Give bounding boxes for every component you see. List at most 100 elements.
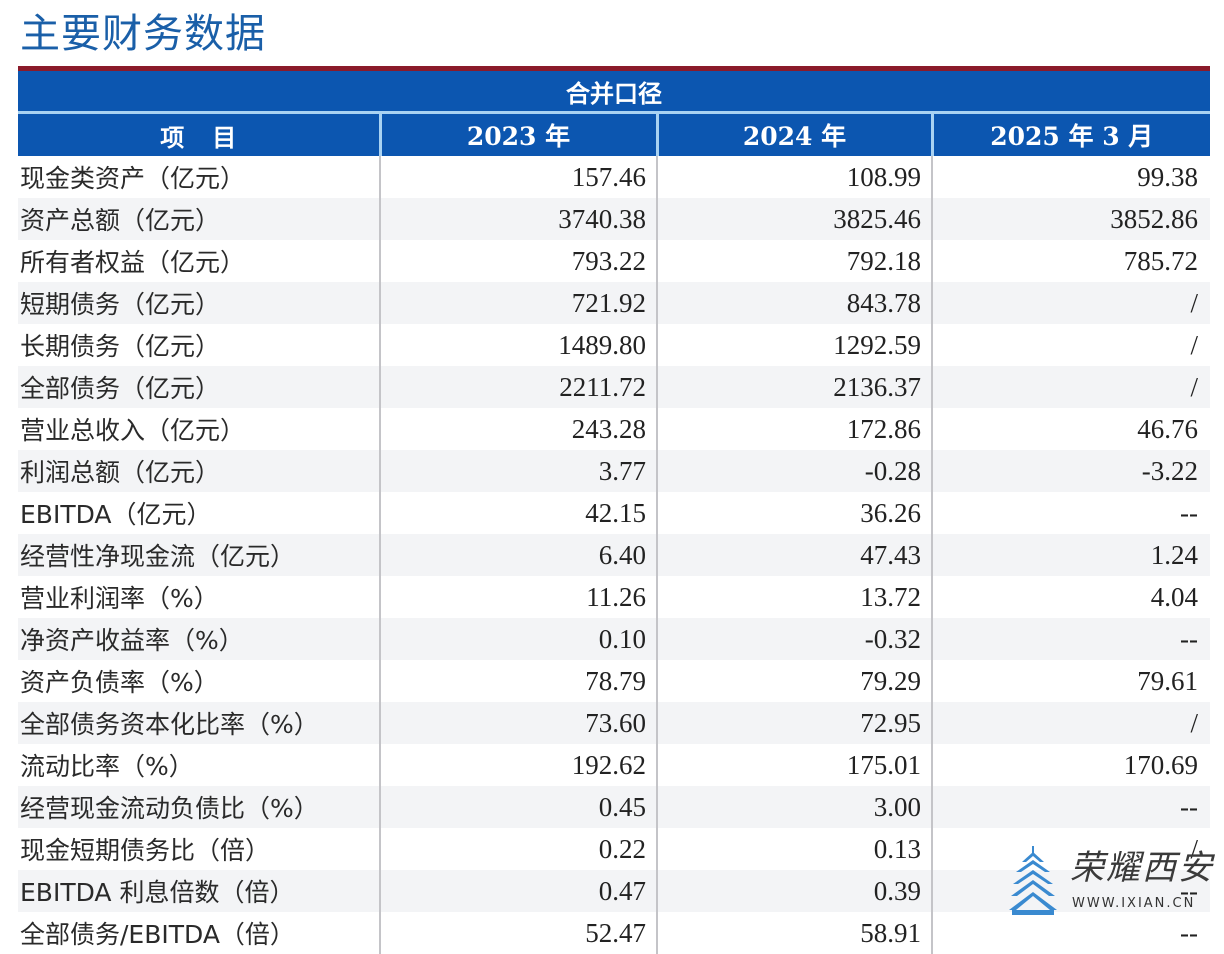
cell-2025-03: / xyxy=(931,828,1210,870)
table-row: 资产总额（亿元） 3740.38 3825.46 3852.86 xyxy=(18,198,1210,240)
row-label: 资产总额（亿元） xyxy=(18,198,380,240)
financial-table-container: 合并口径 项目 2023 年 2024 年 2025 年 3 月 现金类资产（亿… xyxy=(18,66,1210,954)
page-title: 主要财务数据 xyxy=(20,11,266,57)
row-label: 营业利润率（%） xyxy=(18,576,380,618)
row-label: 现金类资产（亿元） xyxy=(18,156,380,198)
cell-2024: 3825.46 xyxy=(656,198,932,240)
cell-2023: 42.15 xyxy=(379,492,657,534)
row-label: 利润总额（亿元） xyxy=(18,450,380,492)
table-row: 全部债务/EBITDA（倍） 52.47 58.91 -- xyxy=(18,912,1210,954)
table-row: 利润总额（亿元） 3.77 -0.28 -3.22 xyxy=(18,450,1210,492)
watermark-name: 荣耀西安 xyxy=(1070,848,1214,888)
cell-2023: 0.22 xyxy=(379,828,657,870)
table-row: 经营性净现金流（亿元） 6.40 47.43 1.24 xyxy=(18,534,1210,576)
table-row: 现金短期债务比（倍） 0.22 0.13 / xyxy=(18,828,1210,870)
table-row: 短期债务（亿元） 721.92 843.78 / xyxy=(18,282,1210,324)
row-label: 经营现金流动负债比（%） xyxy=(18,786,380,828)
cell-2023: 3740.38 xyxy=(379,198,657,240)
cell-2025-03: / xyxy=(931,324,1210,366)
table-row: 现金类资产（亿元） 157.46 108.99 99.38 xyxy=(18,156,1210,198)
row-label: 净资产收益率（%） xyxy=(18,618,380,660)
table-row: 营业总收入（亿元） 243.28 172.86 46.76 xyxy=(18,408,1210,450)
cell-2025-03: 99.38 xyxy=(931,156,1210,198)
table-row: 全部债务（亿元） 2211.72 2136.37 / xyxy=(18,366,1210,408)
table-row: 全部债务资本化比率（%） 73.60 72.95 / xyxy=(18,702,1210,744)
cell-2024: 175.01 xyxy=(656,744,932,786)
row-label: 全部债务/EBITDA（倍） xyxy=(18,912,380,954)
cell-2024: 58.91 xyxy=(656,912,932,954)
cell-2025-03: -- xyxy=(931,492,1210,534)
column-header-2023: 2023 年 xyxy=(378,112,657,156)
column-header-row: 项目 2023 年 2024 年 2025 年 3 月 xyxy=(18,112,1210,156)
group-header-row: 合并口径 xyxy=(18,71,1210,114)
table-row: EBITDA（亿元） 42.15 36.26 -- xyxy=(18,492,1210,534)
cell-2023: 6.40 xyxy=(379,534,657,576)
row-label: 营业总收入（亿元） xyxy=(18,408,380,450)
cell-2024: 792.18 xyxy=(656,240,932,282)
row-label: EBITDA（亿元） xyxy=(18,492,380,534)
cell-2025-03: 79.61 xyxy=(931,660,1210,702)
watermark-logo: 荣耀西安 WWW.IXIAN.CN xyxy=(1004,846,1214,918)
cell-2024: 1292.59 xyxy=(656,324,932,366)
cell-2023: 0.47 xyxy=(379,870,657,912)
table-row: 所有者权益（亿元） 793.22 792.18 785.72 xyxy=(18,240,1210,282)
cell-2023: 52.47 xyxy=(379,912,657,954)
row-label: 长期债务（亿元） xyxy=(18,324,380,366)
cell-2024: 3.00 xyxy=(656,786,932,828)
row-label: EBITDA 利息倍数（倍） xyxy=(18,870,380,912)
cell-2024: 0.13 xyxy=(656,828,932,870)
cell-2024: 0.39 xyxy=(656,870,932,912)
cell-2024: 108.99 xyxy=(656,156,932,198)
cell-2025-03: 3852.86 xyxy=(931,198,1210,240)
cell-2023: 0.45 xyxy=(379,786,657,828)
table-body: 现金类资产（亿元） 157.46 108.99 99.38 资产总额（亿元） 3… xyxy=(18,156,1210,954)
cell-2025-03: 170.69 xyxy=(931,744,1210,786)
row-label: 现金短期债务比（倍） xyxy=(18,828,380,870)
cell-2023: 2211.72 xyxy=(379,366,657,408)
column-header-item: 项目 xyxy=(18,112,380,156)
cell-2025-03: / xyxy=(931,702,1210,744)
financial-data-table: 合并口径 项目 2023 年 2024 年 2025 年 3 月 现金类资产（亿… xyxy=(18,71,1210,954)
cell-2025-03: 785.72 xyxy=(931,240,1210,282)
row-label: 全部债务资本化比率（%） xyxy=(18,702,380,744)
cell-2024: 172.86 xyxy=(656,408,932,450)
cell-2025-03: -- xyxy=(931,870,1210,912)
cell-2023: 793.22 xyxy=(379,240,657,282)
column-header-2024: 2024 年 xyxy=(655,112,932,156)
cell-2023: 192.62 xyxy=(379,744,657,786)
table-row: 经营现金流动负债比（%） 0.45 3.00 -- xyxy=(18,786,1210,828)
cell-2023: 243.28 xyxy=(379,408,657,450)
group-header-consolidated: 合并口径 xyxy=(18,71,1210,114)
cell-2023: 78.79 xyxy=(379,660,657,702)
cell-2025-03: 1.24 xyxy=(931,534,1210,576)
cell-2023: 721.92 xyxy=(379,282,657,324)
cell-2025-03: 46.76 xyxy=(931,408,1210,450)
column-header-2025-03: 2025 年 3 月 xyxy=(930,112,1210,156)
cell-2024: 72.95 xyxy=(656,702,932,744)
cell-2024: 47.43 xyxy=(656,534,932,576)
top-rule-divider xyxy=(18,66,1210,71)
row-label: 全部债务（亿元） xyxy=(18,366,380,408)
row-label: 所有者权益（亿元） xyxy=(18,240,380,282)
table-row: 流动比率（%） 192.62 175.01 170.69 xyxy=(18,744,1210,786)
cell-2024: -0.32 xyxy=(656,618,932,660)
pagoda-icon xyxy=(1009,846,1057,915)
row-label: 经营性净现金流（亿元） xyxy=(18,534,380,576)
cell-2024: 2136.37 xyxy=(656,366,932,408)
cell-2023: 3.77 xyxy=(379,450,657,492)
row-label: 资产负债率（%） xyxy=(18,660,380,702)
watermark-url: WWW.IXIAN.CN xyxy=(1072,896,1196,911)
cell-2025-03: -- xyxy=(931,912,1210,954)
cell-2024: 13.72 xyxy=(656,576,932,618)
row-label: 短期债务（亿元） xyxy=(18,282,380,324)
cell-2023: 73.60 xyxy=(379,702,657,744)
table-row: 净资产收益率（%） 0.10 -0.32 -- xyxy=(18,618,1210,660)
cell-2025-03: -- xyxy=(931,618,1210,660)
table-row: 资产负债率（%） 78.79 79.29 79.61 xyxy=(18,660,1210,702)
cell-2023: 0.10 xyxy=(379,618,657,660)
cell-2023: 157.46 xyxy=(379,156,657,198)
table-row: 长期债务（亿元） 1489.80 1292.59 / xyxy=(18,324,1210,366)
cell-2025-03: -- xyxy=(931,786,1210,828)
cell-2024: -0.28 xyxy=(656,450,932,492)
cell-2025-03: / xyxy=(931,366,1210,408)
